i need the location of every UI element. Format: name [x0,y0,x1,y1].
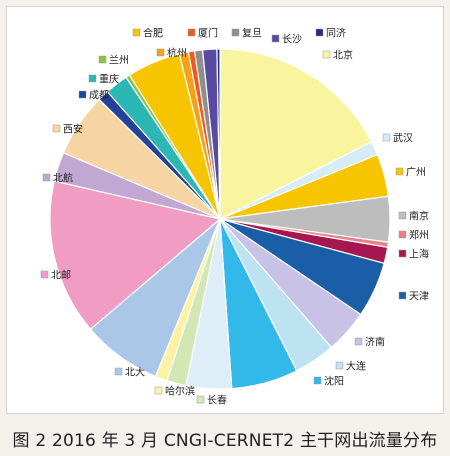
pie-slice-0 [219,48,373,220]
pie-label-18: 天津 [398,291,429,303]
label-text-0: 合肥 [143,27,163,40]
label-text-10: 西安 [63,123,83,136]
pie-label-1: 厦门 [187,27,218,40]
label-swatch-21 [114,367,123,376]
pie-slice-14 [49,180,222,330]
label-text-3: 长沙 [282,34,302,46]
label-swatch-10 [52,124,61,133]
label-swatch-16 [398,249,407,258]
label-swatch-22 [313,376,322,385]
label-text-13: 北航 [53,172,73,185]
label-text-2: 复旦 [242,27,262,40]
label-swatch-4 [315,28,324,37]
label-swatch-20 [335,361,344,370]
pie-label-2: 复旦 [231,27,262,40]
pie-label-9: 成都 [78,90,109,102]
label-swatch-18 [398,291,407,300]
pie-label-23: 哈尔滨 [154,385,195,398]
pie-slices [49,48,391,390]
label-swatch-17 [40,270,49,279]
label-swatch-8 [88,74,97,83]
label-swatch-14 [398,211,407,220]
label-swatch-12 [395,167,404,176]
label-text-14: 南京 [409,210,429,223]
pie-label-13: 北航 [42,172,73,185]
label-text-22: 沈阳 [324,375,344,388]
label-text-19: 济南 [365,336,385,349]
pie-label-7: 北京 [322,49,353,62]
pie-label-20: 大连 [335,360,366,373]
label-text-17: 北邮 [51,269,71,282]
pie-label-0: 合肥 [132,27,163,40]
label-text-16: 上海 [409,248,429,261]
label-text-9: 成都 [89,90,109,102]
pie-label-19: 济南 [354,336,385,349]
pie-label-4: 同济 [315,27,346,40]
label-text-5: 兰州 [109,54,129,67]
pie-label-21: 北大 [114,366,145,379]
label-swatch-0 [132,28,141,37]
label-text-20: 大连 [346,360,366,373]
label-text-8: 重庆 [99,73,119,86]
label-text-18: 天津 [409,291,429,303]
pie-label-12: 广州 [395,167,426,179]
label-swatch-2 [231,28,240,37]
pie-slice-25 [216,48,221,220]
pie-label-22: 沈阳 [313,375,344,388]
label-swatch-9 [78,90,87,99]
label-swatch-24 [196,395,205,404]
pie-label-3: 长沙 [271,34,302,46]
label-swatch-19 [354,337,363,346]
label-text-4: 同济 [326,27,346,40]
pie-label-24: 长春 [196,395,227,407]
label-swatch-23 [154,386,163,395]
label-swatch-13 [42,173,51,182]
label-swatch-7 [322,50,331,59]
label-swatch-1 [187,28,196,37]
label-swatch-3 [271,34,280,43]
pie-label-17: 北邮 [40,269,71,282]
pie-label-6: 杭州 [156,47,187,60]
label-text-12: 广州 [406,167,426,179]
label-text-6: 杭州 [167,47,187,60]
label-swatch-5 [98,55,107,64]
label-swatch-6 [156,48,165,57]
label-text-1: 厦门 [198,27,218,40]
label-text-15: 郑州 [409,229,429,242]
pie-label-14: 南京 [398,210,429,223]
figure-caption: 图 2 2016 年 3 月 CNGI-CERNET2 主干网出流量分布 [12,431,438,451]
pie-label-11: 武汉 [382,132,413,145]
pie-label-15: 郑州 [398,229,429,242]
label-text-21: 北大 [125,366,145,379]
pie-label-16: 上海 [398,248,429,261]
label-text-11: 武汉 [393,132,413,145]
label-swatch-11 [382,133,391,142]
label-text-7: 北京 [333,49,353,62]
label-text-24: 长春 [207,395,227,407]
pie-label-5: 兰州 [98,54,129,67]
label-swatch-15 [398,230,407,239]
label-text-23: 哈尔滨 [165,385,195,398]
pie-label-8: 重庆 [88,73,119,86]
chart-frame: 合肥 厦门 复旦长沙 同济兰州 杭州 北京重庆成都西安武汉广州 北航南京郑州上海北邮天津济南… [6,6,444,414]
pie-label-10: 西安 [52,123,83,136]
